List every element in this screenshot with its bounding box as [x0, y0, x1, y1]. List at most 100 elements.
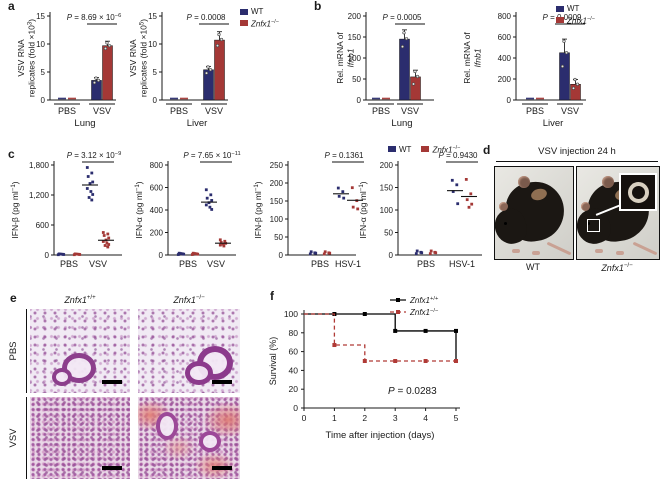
svg-text:0: 0 — [153, 96, 158, 105]
svg-text:P = 0.0008: P = 0.0008 — [187, 13, 226, 22]
svg-text:50: 50 — [384, 229, 393, 238]
svg-text:VSV: VSV — [89, 259, 107, 269]
svg-text:100: 100 — [380, 206, 394, 215]
scale-bar — [102, 466, 122, 470]
svg-text:0: 0 — [45, 251, 50, 260]
legend-wt-item: WT — [240, 7, 279, 16]
svg-text:0: 0 — [41, 96, 46, 105]
znfx1-ko-swatch — [240, 20, 248, 27]
znfx1-ko-photo-label: Znfx1−/− — [601, 262, 633, 273]
wt-photo-label: WT — [526, 262, 540, 272]
znfx1-ko-swatch — [556, 17, 564, 24]
znfx1-ko-mouse-photo — [576, 166, 660, 260]
mouse-ear — [601, 176, 614, 189]
svg-text:100: 100 — [348, 54, 362, 63]
svg-text:PBS: PBS — [170, 106, 188, 116]
svg-text:Lung: Lung — [74, 118, 95, 129]
svg-text:P = 0.9430: P = 0.9430 — [439, 151, 478, 160]
panel-a-legend: WT Znfx1−/− — [240, 7, 279, 31]
airway-structure — [156, 411, 179, 440]
mouse-eye — [504, 222, 508, 226]
znfx1-ko-legend-label: Znfx1−/− — [251, 19, 279, 29]
svg-text:VSV RNA: VSV RNA — [128, 39, 138, 77]
svg-text:3: 3 — [393, 413, 398, 423]
svg-text:PBS: PBS — [311, 259, 329, 269]
svg-text:VSV: VSV — [401, 106, 419, 116]
airway-structure — [199, 431, 222, 453]
panel-e-label: e — [10, 291, 17, 305]
airway-structure — [184, 361, 213, 386]
ifnb1-mrna-liver-bar-chart: 0 200 400 600 800 Rel. mRNA of Ifnb1 P = 0.0009… — [462, 12, 586, 129]
scale-bar — [102, 380, 122, 384]
svg-text:40: 40 — [289, 365, 299, 375]
eye-callout-box — [587, 219, 600, 232]
scale-bar — [212, 466, 232, 470]
svg-text:IFN-β (pg ml−1): IFN-β (pg ml−1) — [10, 181, 20, 238]
legend-wt-item: WT — [556, 4, 595, 13]
svg-text:P = 0.0005: P = 0.0005 — [383, 13, 422, 22]
svg-text:0: 0 — [159, 251, 164, 260]
svg-text:0: 0 — [302, 413, 307, 423]
svg-text:0: 0 — [279, 251, 284, 260]
svg-text:15: 15 — [148, 12, 157, 21]
vsv-row-label: VSV — [8, 428, 19, 448]
svg-text:Time after injection (days): Time after injection (days) — [326, 430, 435, 441]
histology-vsv-ko-image — [138, 397, 240, 479]
svg-text:VSV: VSV — [561, 106, 579, 116]
svg-text:Ifnb1: Ifnb1 — [346, 48, 356, 67]
svg-text:HSV-1: HSV-1 — [335, 259, 361, 269]
svg-text:PBS: PBS — [58, 106, 76, 116]
svg-text:200: 200 — [348, 12, 362, 21]
svg-text:Survival (%): Survival (%) — [268, 337, 278, 386]
svg-text:Ifnb1: Ifnb1 — [473, 48, 483, 67]
svg-text:150: 150 — [348, 33, 362, 42]
svg-text:VSV: VSV — [93, 106, 111, 116]
svg-text:Rel. mRNA of: Rel. mRNA of — [462, 32, 472, 84]
svg-text:100: 100 — [284, 309, 298, 319]
svg-text:50: 50 — [352, 75, 361, 84]
ifn-alpha-vsv-scatter-chart: 0 200 400 600 800 IFN-α (pg ml−1) P = 7.65 × 1… — [134, 151, 241, 269]
svg-text:4: 4 — [423, 413, 428, 423]
svg-text:Lung: Lung — [391, 118, 412, 129]
svg-text:P = 0.1361: P = 0.1361 — [325, 151, 364, 160]
svg-text:100: 100 — [270, 215, 284, 224]
znfx1-ko-swatch — [421, 146, 430, 153]
wt-legend-label: WT — [399, 144, 412, 154]
wt-legend-label: WT — [567, 4, 580, 13]
mouse-foot — [616, 251, 625, 256]
svg-text:5: 5 — [454, 413, 459, 423]
wt-swatch — [240, 8, 248, 15]
svg-text:150: 150 — [270, 197, 284, 206]
svg-text:80: 80 — [289, 328, 299, 338]
pbs-row-bracket — [26, 309, 27, 393]
pbs-row-label: PBS — [8, 341, 19, 361]
svg-text:200: 200 — [498, 75, 512, 84]
panel-d-label: d — [483, 143, 491, 157]
mouse-tail — [546, 241, 572, 256]
svg-text:50: 50 — [274, 233, 283, 242]
svg-text:600: 600 — [150, 184, 164, 193]
svg-text:P = 0.0009: P = 0.0009 — [543, 13, 582, 22]
svg-text:600: 600 — [36, 221, 50, 230]
svg-text:IFN-α (pg ml−1): IFN-α (pg ml−1) — [134, 181, 144, 238]
svg-text:VSV RNA: VSV RNA — [16, 39, 26, 77]
ifnb1-mrna-lung-bar-chart: 0 50 100 150 200 Rel. mRNA of Ifnb1 P = 0.0005 P… — [335, 12, 434, 129]
mouse-tail — [632, 241, 658, 256]
wt-swatch — [388, 146, 396, 153]
svg-text:IFN-β (pg ml−1): IFN-β (pg ml−1) — [253, 181, 263, 238]
legend-ko-item: Znfx1−/− — [240, 18, 279, 29]
svg-text:PBS: PBS — [526, 106, 544, 116]
histology-pbs-wt-image — [30, 309, 130, 393]
svg-text:1,200: 1,200 — [29, 191, 50, 200]
svg-text:VSV: VSV — [207, 259, 225, 269]
histology-col-wt-label: Znfx1+/+ — [64, 294, 96, 305]
crusted-eye-ring — [628, 182, 649, 203]
svg-text:200: 200 — [270, 179, 284, 188]
histology-pbs-ko-image — [138, 309, 240, 393]
svg-text:HSV-1: HSV-1 — [449, 259, 475, 269]
znfx1-ko-legend-label: Znfx1−/− — [432, 145, 461, 155]
svg-text:P = 0.0283: P = 0.0283 — [388, 386, 437, 397]
mouse-ear — [498, 201, 508, 211]
svg-text:5: 5 — [153, 68, 158, 77]
